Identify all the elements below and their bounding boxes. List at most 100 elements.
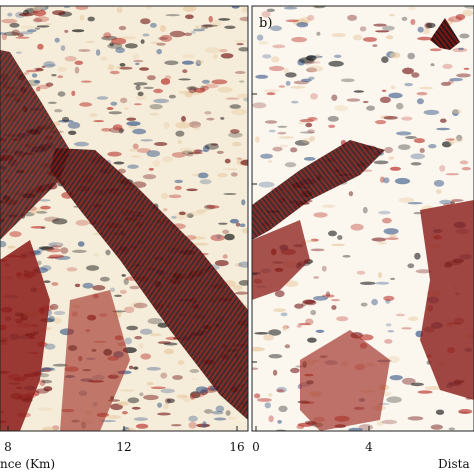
seismic-texture-mark bbox=[216, 234, 222, 239]
seismic-texture-mark bbox=[254, 332, 269, 335]
seismic-texture-mark bbox=[220, 53, 234, 59]
seismic-texture-mark bbox=[303, 157, 316, 161]
seismic-texture-mark bbox=[163, 208, 168, 212]
seismic-texture-mark bbox=[390, 277, 395, 281]
seismic-texture-mark bbox=[162, 156, 174, 163]
seismic-texture-mark bbox=[157, 412, 171, 416]
seismic-texture-mark bbox=[80, 80, 92, 83]
seismic-texture-mark bbox=[283, 6, 298, 10]
seismic-texture-mark bbox=[74, 66, 80, 74]
seismic-texture-mark bbox=[350, 223, 364, 231]
seismic-texture-mark bbox=[119, 66, 133, 70]
seismic-texture-mark bbox=[206, 117, 215, 121]
seismic-texture-mark bbox=[278, 85, 286, 88]
seismic-texture-mark bbox=[273, 308, 286, 313]
seismic-texture-mark bbox=[408, 6, 417, 11]
seismic-texture-mark bbox=[181, 60, 194, 65]
seismic-texture-mark bbox=[191, 236, 206, 240]
seismic-texture-mark bbox=[252, 102, 267, 109]
seismic-texture-mark bbox=[149, 333, 162, 337]
seismic-texture-mark bbox=[171, 152, 186, 158]
seismic-texture-mark bbox=[325, 291, 331, 297]
seismic-texture-mark bbox=[189, 369, 200, 373]
seismic-texture-mark bbox=[327, 115, 339, 122]
seismic-texture-mark bbox=[51, 74, 57, 77]
seismic-texture-mark bbox=[352, 34, 363, 41]
seismic-texture-mark bbox=[240, 159, 248, 166]
seismic-texture-mark bbox=[208, 15, 213, 23]
seismic-texture-mark bbox=[232, 141, 242, 147]
seismic-texture-mark bbox=[153, 98, 170, 104]
seismic-texture-mark bbox=[41, 367, 55, 371]
seismic-texture-mark bbox=[143, 394, 159, 401]
seismic-texture-mark bbox=[135, 94, 147, 101]
seismic-texture-mark bbox=[201, 79, 210, 84]
seismic-texture-mark bbox=[328, 230, 337, 237]
seismic-texture-mark bbox=[396, 131, 412, 136]
seismic-texture-mark bbox=[192, 124, 201, 130]
seismic-texture-mark bbox=[408, 316, 419, 321]
seismic-texture-mark bbox=[181, 115, 186, 122]
seismic-texture-mark bbox=[256, 34, 264, 41]
seismic-texture-mark bbox=[440, 81, 452, 86]
seismic-texture-mark bbox=[227, 416, 237, 420]
seismic-texture-mark bbox=[217, 173, 228, 178]
seismic-texture-mark bbox=[218, 222, 228, 225]
seismic-texture-mark bbox=[224, 233, 235, 241]
seismic-texture-mark bbox=[168, 194, 182, 199]
seismic-texture-mark bbox=[294, 140, 310, 146]
seismic-texture-mark bbox=[176, 394, 188, 399]
seismic-texture-mark bbox=[445, 173, 460, 176]
seismic-texture-mark bbox=[39, 379, 46, 387]
seismic-texture-mark bbox=[445, 138, 455, 141]
seismic-texture-mark bbox=[174, 211, 191, 219]
seismic-texture-mark bbox=[385, 323, 392, 327]
seismic-texture-mark bbox=[71, 29, 85, 33]
seismic-texture-mark bbox=[218, 18, 231, 21]
seismic-texture-mark bbox=[135, 62, 140, 66]
seismic-texture-mark bbox=[232, 284, 243, 291]
seismic-texture-mark bbox=[75, 6, 89, 10]
seismic-texture-mark bbox=[129, 285, 140, 290]
seismic-texture-mark bbox=[188, 421, 197, 429]
seismic-texture-mark bbox=[131, 406, 141, 410]
seismic-texture-mark bbox=[126, 325, 139, 331]
seismic-texture-mark bbox=[429, 48, 442, 52]
seismic-texture-mark bbox=[11, 29, 20, 36]
seismic-texture-mark bbox=[386, 35, 394, 40]
seismic-texture-mark bbox=[398, 197, 415, 203]
seismic-texture-mark bbox=[47, 101, 57, 105]
seismic-texture-mark bbox=[381, 56, 389, 63]
seismic-texture-mark bbox=[359, 334, 374, 341]
seismic-texture-mark bbox=[356, 270, 366, 275]
seismic-texture-mark bbox=[375, 281, 390, 285]
seismic-texture-mark bbox=[213, 53, 218, 60]
seismic-texture-mark bbox=[442, 63, 453, 69]
seismic-texture-mark bbox=[237, 93, 248, 99]
seismic-texture-mark bbox=[132, 143, 139, 150]
seismic-texture-mark bbox=[415, 269, 432, 274]
seismic-texture-mark bbox=[359, 281, 376, 285]
seismic-texture-mark bbox=[264, 402, 271, 409]
seismic-texture-mark bbox=[188, 121, 201, 128]
seismic-texture-mark bbox=[43, 61, 56, 68]
seismic-texture-mark bbox=[119, 63, 126, 67]
seismic-texture-mark bbox=[42, 6, 47, 10]
seismic-texture-mark bbox=[135, 84, 141, 91]
seismic-texture-mark bbox=[225, 97, 240, 100]
panel-a-lower-left bbox=[0, 240, 50, 431]
seismic-texture-mark bbox=[15, 36, 30, 39]
panel-a-image bbox=[0, 6, 248, 431]
seismic-texture-mark bbox=[75, 219, 90, 226]
seismic-texture-mark bbox=[306, 116, 317, 120]
seismic-texture-mark bbox=[107, 64, 114, 71]
seismic-texture-mark bbox=[9, 231, 22, 238]
seismic-texture-mark bbox=[346, 98, 361, 102]
seismic-texture-mark bbox=[79, 14, 85, 21]
seismic-texture-mark bbox=[56, 242, 62, 247]
seismic-texture-mark bbox=[407, 52, 416, 60]
seismic-texture-mark bbox=[366, 105, 375, 111]
seismic-texture-mark bbox=[196, 209, 207, 214]
seismic-texture-mark bbox=[0, 32, 6, 35]
seismic-texture-mark bbox=[43, 367, 56, 372]
